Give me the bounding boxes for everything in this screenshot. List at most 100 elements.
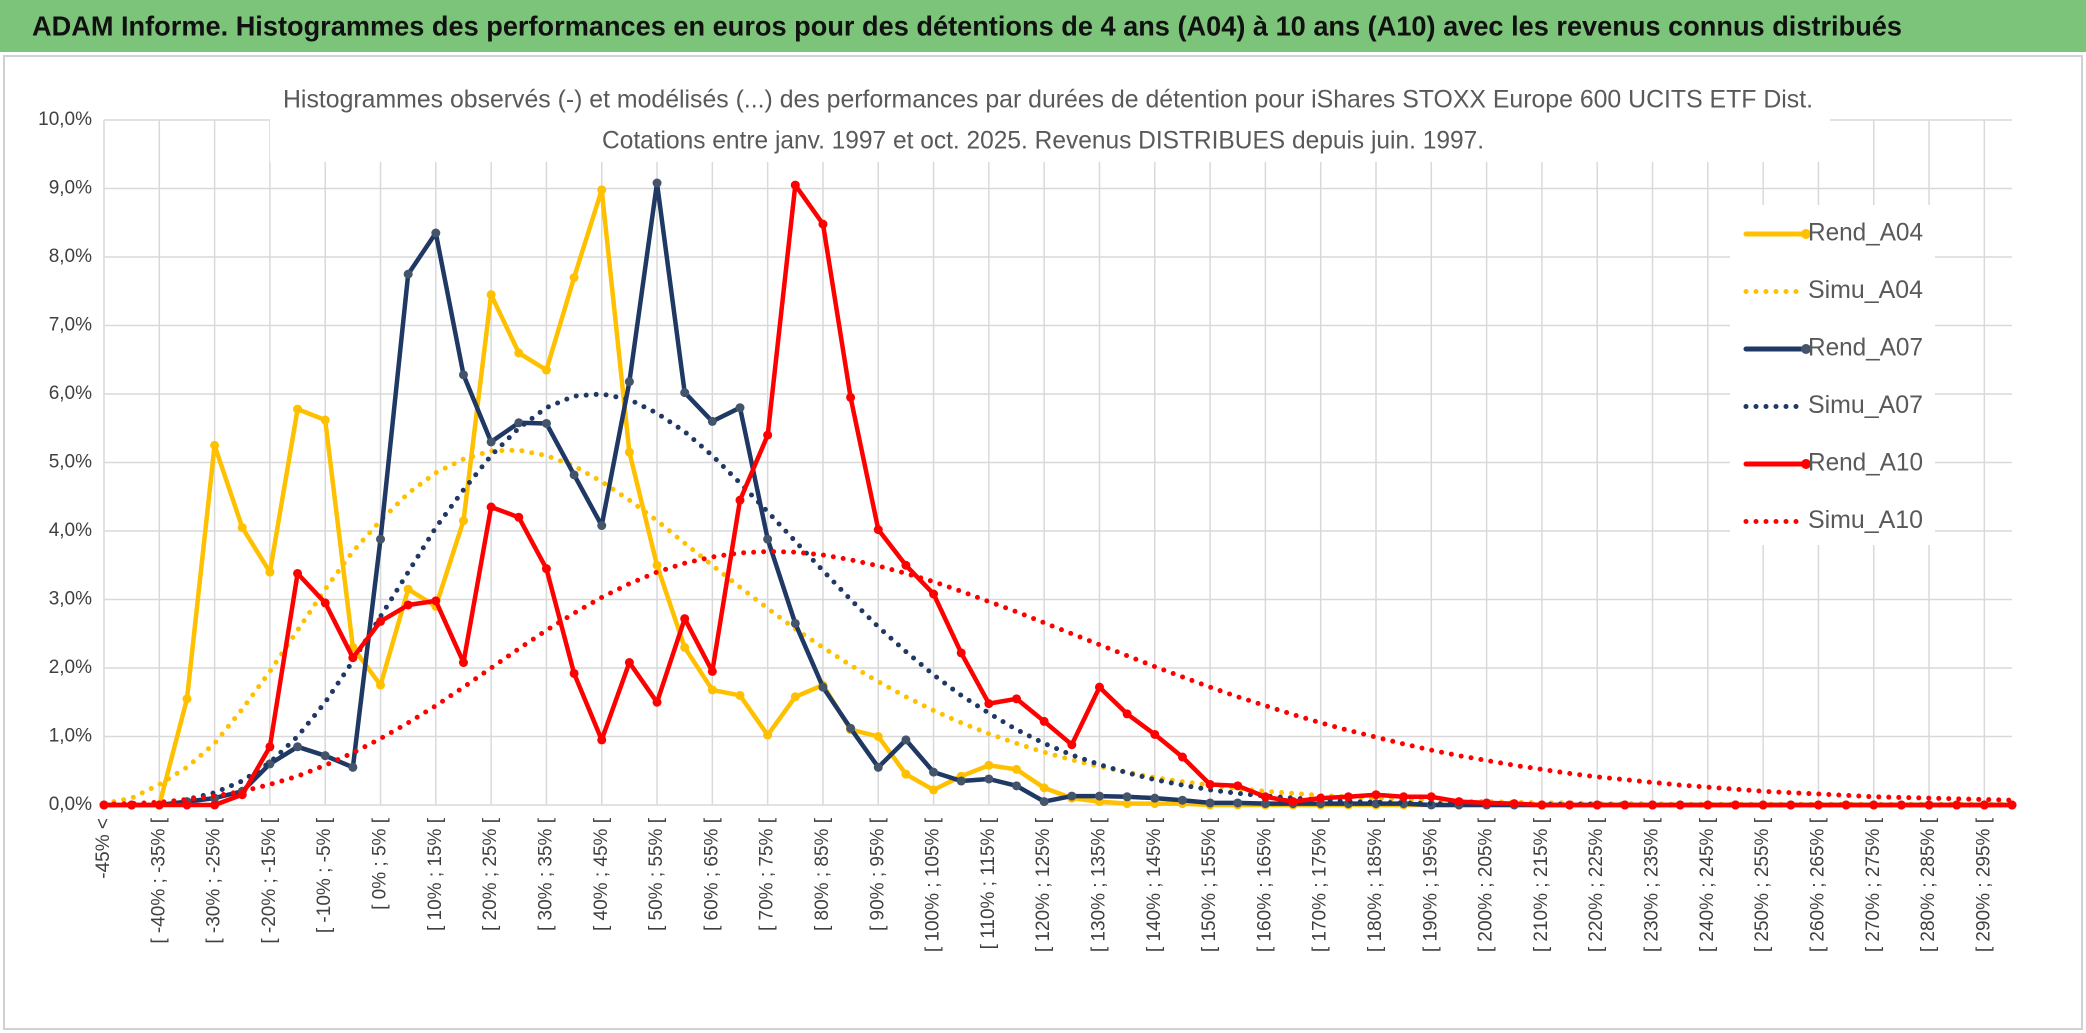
data-point	[735, 690, 745, 700]
x-tick-label: [ 150% ; 155% [	[1199, 817, 1220, 952]
x-tick-label: [ 20% ; 25% [	[480, 817, 501, 931]
x-tick-label: [ 90% ; 95% [	[867, 817, 888, 931]
legend-marker	[1801, 459, 1811, 469]
data-point	[514, 418, 524, 428]
x-tick-label: [ 200% ; 205% [	[1476, 817, 1497, 952]
y-tick-label: 7,0%	[49, 315, 92, 336]
x-tick-label: [ 30% ; 35% [	[535, 817, 556, 931]
data-point	[597, 185, 607, 195]
x-tick-label: [ 100% ; 105% [	[923, 817, 944, 952]
data-point	[320, 415, 330, 425]
data-point	[652, 178, 662, 188]
data-point	[458, 658, 468, 668]
x-tick-label: [ 260% ; 265% [	[1807, 817, 1828, 952]
data-point	[1482, 798, 1492, 808]
data-point	[680, 642, 690, 652]
data-point	[403, 269, 413, 279]
data-point	[1012, 694, 1022, 704]
x-tick-label: [ 60% ; 65% [	[701, 817, 722, 931]
data-point	[1094, 791, 1104, 801]
data-point	[403, 600, 413, 610]
data-point	[1537, 800, 1547, 810]
data-point	[376, 534, 386, 544]
legend-marker	[1801, 344, 1811, 354]
data-point	[1260, 792, 1270, 802]
legend-label: Simu_A10	[1808, 506, 1923, 534]
data-point	[1205, 798, 1215, 808]
data-point	[846, 723, 856, 733]
data-point	[1730, 800, 1740, 810]
model-line	[101, 391, 2015, 808]
data-point	[154, 800, 164, 810]
data-point	[1094, 682, 1104, 692]
data-point	[707, 685, 717, 695]
x-tick-label: [ -40% ; -35% [	[148, 817, 169, 943]
data-point	[1122, 799, 1132, 809]
data-point	[514, 348, 524, 358]
data-point	[956, 776, 966, 786]
data-point	[265, 567, 275, 577]
data-point	[1869, 800, 1879, 810]
data-point	[1233, 798, 1243, 808]
x-tick-label: [ 210% ; 215% [	[1531, 817, 1552, 952]
data-point	[790, 692, 800, 702]
data-point	[818, 682, 828, 692]
data-point	[1813, 800, 1823, 810]
data-point	[569, 470, 579, 480]
data-point	[348, 653, 358, 663]
data-point	[790, 618, 800, 628]
data-point	[707, 416, 717, 426]
x-tick-label: [ 230% ; 235% [	[1642, 817, 1663, 952]
header-title: ADAM Informe. Histogrammes des performan…	[32, 10, 1902, 41]
data-point	[210, 800, 220, 810]
y-tick-label: 9,0%	[49, 178, 92, 199]
y-tick-label: 6,0%	[49, 383, 92, 404]
data-point	[1067, 791, 1077, 801]
data-point	[984, 760, 994, 770]
x-tick-label: -45% <	[93, 818, 114, 879]
data-point	[624, 658, 634, 668]
data-point	[293, 742, 303, 752]
data-point	[569, 273, 579, 283]
data-point	[1426, 792, 1436, 802]
legend-label: Rend_A10	[1808, 449, 1923, 477]
data-point	[597, 735, 607, 745]
data-point	[652, 697, 662, 707]
data-point	[624, 447, 634, 457]
data-point	[1122, 792, 1132, 802]
data-point	[320, 751, 330, 761]
data-point	[1592, 800, 1602, 810]
y-tick-label: 2,0%	[49, 657, 92, 678]
x-tick-label: [ 250% ; 255% [	[1752, 817, 1773, 952]
data-point	[929, 767, 939, 777]
data-point	[707, 666, 717, 676]
data-point	[1454, 797, 1464, 807]
data-point	[1509, 799, 1519, 809]
legend-label: Simu_A04	[1808, 276, 1923, 304]
x-tick-label: [ 280% ; 285% [	[1918, 817, 1939, 952]
x-tick-label: [ 40% ; 45% [	[591, 817, 612, 931]
data-point	[652, 560, 662, 570]
data-point	[680, 614, 690, 624]
data-point	[376, 680, 386, 690]
x-tick-label: [ 10% ; 15% [	[425, 817, 446, 931]
data-point	[1039, 797, 1049, 807]
y-tick-label: 8,0%	[49, 246, 92, 267]
data-point	[624, 377, 634, 387]
x-tick-label: [ -20% ; -15% [	[259, 817, 280, 943]
y-tick-label: 5,0%	[49, 452, 92, 473]
data-point	[237, 523, 247, 533]
observed-line	[101, 182, 2015, 808]
x-tick-label: [ 120% ; 125% [	[1033, 817, 1054, 952]
data-point	[293, 568, 303, 578]
data-point	[1233, 781, 1243, 791]
data-point	[2007, 800, 2017, 810]
data-point	[1067, 740, 1077, 750]
data-point	[1150, 793, 1160, 803]
data-point	[403, 584, 413, 594]
data-point	[1205, 779, 1215, 789]
header-bar	[0, 0, 2086, 52]
data-point	[735, 403, 745, 413]
data-point	[182, 694, 192, 704]
data-point	[818, 219, 828, 229]
